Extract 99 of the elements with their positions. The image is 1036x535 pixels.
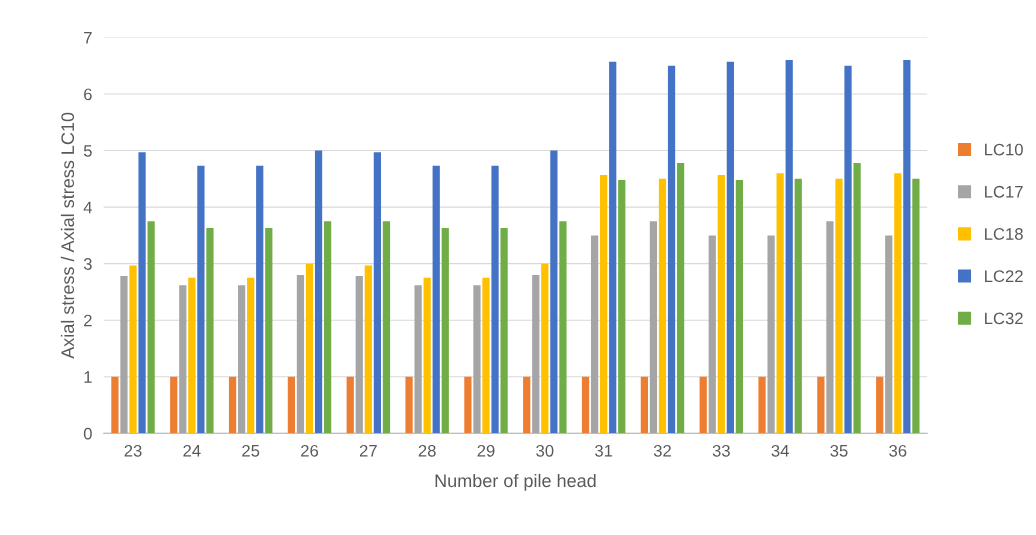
bar [473, 285, 481, 434]
bar [441, 228, 449, 434]
y-tick-label: 3 [83, 258, 92, 270]
bar [482, 277, 490, 434]
bar [265, 228, 273, 434]
bar [414, 285, 422, 434]
bar [794, 178, 802, 434]
bar [491, 165, 499, 434]
bar [726, 61, 734, 434]
bar [876, 376, 884, 434]
bar [228, 376, 237, 434]
bar [197, 165, 205, 434]
bar [523, 376, 531, 434]
bar [206, 228, 214, 434]
bar [600, 174, 608, 434]
bar [120, 276, 128, 434]
bar [323, 221, 332, 434]
legend-label: LC10 [985, 143, 1023, 156]
bar [500, 228, 508, 434]
bar [129, 265, 137, 434]
bar [618, 179, 626, 434]
bar [382, 221, 391, 434]
bar [776, 173, 784, 434]
bar [853, 163, 861, 434]
bar [676, 163, 685, 434]
bar [346, 376, 354, 434]
bar [405, 376, 413, 434]
bar [590, 235, 599, 434]
x-tick-label: 36 [889, 444, 907, 457]
bar [903, 60, 911, 434]
bar [785, 60, 793, 434]
bar [817, 376, 825, 434]
bar [699, 376, 707, 434]
y-axis-title: Axial stress / Axial stress LC10 [60, 112, 75, 359]
bar [256, 165, 264, 434]
bar [364, 265, 372, 434]
x-tick-label: 29 [477, 444, 495, 457]
x-tick-label: 31 [595, 444, 613, 457]
bar [532, 274, 540, 434]
bar [170, 376, 178, 434]
x-tick-label: 26 [301, 444, 319, 457]
bar [609, 61, 617, 434]
y-tick-label: 2 [84, 314, 92, 327]
bar [432, 165, 440, 434]
bar [355, 276, 363, 434]
legend-label: LC22 [985, 270, 1023, 283]
bar [767, 235, 775, 434]
bar [296, 274, 305, 434]
x-tick-label: 33 [712, 444, 730, 457]
bar [844, 65, 852, 434]
bar [247, 277, 255, 434]
bar [708, 235, 716, 434]
bar [581, 376, 590, 434]
bar [658, 178, 667, 434]
bar [912, 178, 920, 434]
bar [238, 285, 246, 434]
bar [717, 174, 725, 434]
bar [649, 221, 658, 434]
legend-label: LC17 [985, 185, 1023, 198]
bar [541, 263, 549, 434]
bar [826, 221, 834, 434]
x-tick-label: 34 [771, 444, 789, 457]
bar [464, 376, 472, 434]
x-axis-title: Number of pile head [435, 473, 596, 491]
y-tick-label: 4 [83, 201, 92, 214]
bar [758, 376, 766, 434]
x-tick-label: 30 [536, 444, 554, 457]
y-tick-label: 7 [84, 32, 92, 44]
bar [111, 376, 119, 434]
bar [179, 285, 187, 434]
bar [373, 152, 382, 434]
x-tick-label: 23 [124, 444, 142, 457]
bar [287, 376, 296, 434]
x-tick-label: 32 [653, 444, 671, 457]
y-tick-label: 6 [84, 88, 92, 101]
x-tick-label: 27 [359, 444, 377, 457]
x-tick-label: 28 [418, 444, 436, 457]
y-tick-label: 5 [83, 145, 92, 157]
bar [835, 178, 843, 434]
bar [188, 277, 196, 434]
bar [550, 150, 558, 434]
x-tick-label: 25 [242, 444, 260, 457]
y-tick-label: 0 [83, 427, 92, 440]
bar [894, 173, 902, 434]
x-tick-label: 24 [183, 444, 201, 457]
y-tick-label: 1 [84, 371, 92, 383]
bar [423, 277, 431, 434]
x-tick-label: 35 [830, 444, 848, 457]
bar [138, 152, 146, 434]
bar [559, 221, 567, 434]
legend-label: LC32 [985, 312, 1023, 325]
bar [147, 221, 155, 434]
bar [735, 179, 744, 434]
legend-label: LC18 [985, 228, 1023, 240]
bar [305, 263, 314, 434]
bar [640, 376, 648, 434]
bar [667, 65, 676, 434]
bar [885, 235, 893, 434]
bar [314, 150, 323, 434]
